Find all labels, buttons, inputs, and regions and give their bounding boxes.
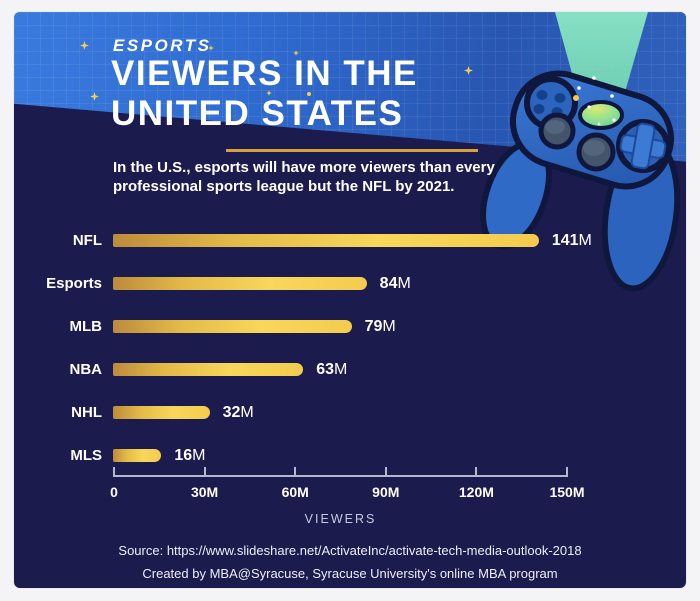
axis-tick-label: 0 (110, 484, 118, 500)
x-axis-title: VIEWERS (304, 512, 377, 526)
sparkle-icon (90, 92, 99, 101)
sparkle-icon (464, 66, 473, 75)
axis-tick (294, 467, 297, 475)
value-label: 141M (551, 232, 592, 249)
stick-highlight (583, 140, 605, 156)
page-title: VIEWERS IN THE UNITED STATES (111, 54, 418, 134)
sparkle-icon (266, 90, 272, 96)
gold-accent-line (226, 149, 478, 152)
axis-tick-label: 120M (458, 484, 494, 500)
dpad-cross-icon (619, 122, 667, 170)
bar-nhl (113, 406, 210, 419)
axis-tick-label: 90M (372, 484, 400, 500)
value-label: 84M (379, 275, 411, 292)
category-label: Esports (46, 275, 102, 292)
category-label: NBA (69, 361, 103, 378)
source-text: Source: https://www.slideshare.net/Activ… (118, 543, 582, 558)
bar-nfl (113, 234, 539, 247)
bar-mlb (113, 320, 352, 333)
bar-nba (113, 363, 304, 376)
value-label: 79M (364, 318, 396, 335)
bar-row-mls: MLS 16M (14, 446, 686, 466)
stick-highlight (545, 120, 565, 134)
axis-tick (566, 467, 568, 475)
sparkle-icon (80, 41, 89, 50)
beam-yellow-dot (573, 95, 579, 101)
subtitle: In the U.S., esports will have more view… (113, 159, 495, 195)
glowing-touchpad (578, 100, 624, 130)
bar-row-nfl: NFL 141M (14, 231, 686, 251)
value-label: 16M (174, 447, 206, 464)
category-label: NHL (71, 404, 102, 421)
category-label: MLS (70, 447, 102, 464)
bar-row-nba: NBA 63M (14, 360, 686, 380)
beam-sparkle-dots (577, 76, 616, 126)
axis-tick (384, 467, 387, 475)
axis-tick (203, 467, 206, 475)
bar-esports (113, 277, 367, 290)
axis-tick (113, 467, 115, 475)
value-label: 32M (222, 404, 254, 421)
bar-chart: NFL 141M Esports 84M MLB 79M NBA 63M NHL 32M MLS 16… (14, 12, 686, 588)
axis-tick-label: 30M (190, 484, 219, 500)
bar-mls (113, 449, 162, 462)
infographic-card: ESPORTS VIEWERS IN THE UNITED STATES In … (14, 12, 686, 588)
bar-row-esports: Esports 84M (14, 274, 686, 294)
game-controller-illustration (480, 12, 681, 292)
axis-tick (475, 467, 478, 475)
sparkle-icon (208, 45, 214, 51)
bar-row-mlb: MLB 79M (14, 317, 686, 337)
kicker-esports: ESPORTS (113, 36, 212, 55)
x-axis-line (113, 475, 568, 477)
category-label: NFL (72, 232, 102, 249)
axis-tick-label: 150M (549, 484, 585, 500)
sparkle-icon (293, 50, 299, 56)
title-line1: VIEWERS IN THE (111, 54, 418, 93)
sparkle-dot (307, 92, 311, 96)
value-label: 63M (316, 361, 348, 378)
title-line2: UNITED STATES (111, 94, 404, 133)
category-label: MLB (69, 318, 103, 335)
axis-tick-label: 60M (281, 484, 309, 500)
bar-row-nhl: NHL 32M (14, 403, 686, 423)
credit-text: Created by MBA@Syracuse, Syracuse Univer… (142, 566, 558, 581)
